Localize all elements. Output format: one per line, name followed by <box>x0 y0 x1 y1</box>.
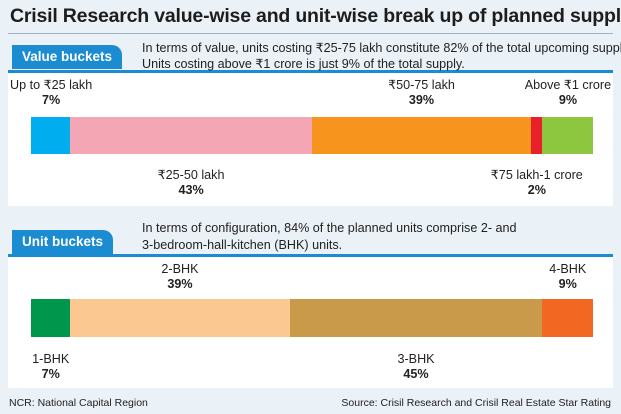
value-category-label: ₹75 lakh-1 crore <box>490 168 583 182</box>
unit-value-label: 45% <box>403 367 429 381</box>
unit-segment-label-1: 1-BHK 7% <box>32 352 69 382</box>
value-buckets-description-line1: In terms of value, units costing ₹25-75 … <box>142 41 621 55</box>
unit-value-label: 7% <box>41 367 60 381</box>
unit-buckets-description-line1: In terms of configuration, 84% of the pl… <box>142 221 517 235</box>
unit-buckets-tag: Unit buckets <box>12 230 114 254</box>
chart-title: Crisil Research value-wise and unit-wise… <box>10 5 621 27</box>
unit-bar-segment-1 <box>31 299 71 337</box>
value-segment-label-4: ₹75 lakh-1 crore 2% <box>491 168 583 198</box>
unit-category-label: 2-BHK <box>161 262 199 276</box>
unit-category-label: 1-BHK <box>32 352 70 366</box>
value-category-label: ₹25-50 lakh <box>157 168 225 182</box>
value-bar-segment-4 <box>531 117 543 154</box>
value-segment-label-5: Above ₹1 crore 9% <box>525 78 611 108</box>
unit-value-label: 39% <box>167 277 193 291</box>
value-buckets-description-line2: Units costing above ₹1 crore is just 9% … <box>142 57 465 71</box>
value-value-label: 2% <box>527 183 546 197</box>
value-category-label: ₹50-75 lakh <box>388 78 455 92</box>
unit-category-label: 3-BHK <box>397 352 435 366</box>
value-bar-segment-5 <box>542 117 593 154</box>
footnote: NCR: National Capital Region <box>9 397 148 409</box>
unit-value-label: 9% <box>558 277 577 291</box>
unit-bar-segment-3 <box>289 299 543 337</box>
value-segment-label-1: Up to ₹25 lakh 7% <box>10 78 92 108</box>
unit-category-label: 4-BHK <box>549 262 587 276</box>
value-value-label: 7% <box>42 93 61 107</box>
unit-bar-segment-4 <box>542 299 593 337</box>
unit-bar-segment-2 <box>70 299 290 337</box>
value-value-label: 9% <box>558 93 578 107</box>
unit-segment-label-4: 4-BHK 9% <box>549 262 586 292</box>
unit-segment-label-3: 3-BHK 45% <box>397 352 434 382</box>
title-divider <box>8 33 613 34</box>
value-category-label: Above ₹1 crore <box>524 78 612 92</box>
value-segment-label-2: ₹25-50 lakh 43% <box>158 168 225 198</box>
value-bar-segment-1 <box>31 117 71 154</box>
value-value-label: 39% <box>408 93 435 107</box>
value-category-label: Up to ₹25 lakh <box>10 78 93 92</box>
source-note: Source: Crisil Research and Crisil Real … <box>341 397 611 409</box>
value-value-label: 43% <box>178 183 204 197</box>
unit-buckets-description-line2: 3-bedroom-hall-kitchen (BHK) units. <box>142 238 343 252</box>
value-segment-label-3: ₹50-75 lakh 39% <box>388 78 455 108</box>
unit-segment-label-2: 2-BHK 39% <box>161 262 198 292</box>
value-buckets-tag: Value buckets <box>12 45 123 69</box>
value-bar-segment-2 <box>70 117 312 154</box>
value-bar-segment-3 <box>312 117 532 154</box>
